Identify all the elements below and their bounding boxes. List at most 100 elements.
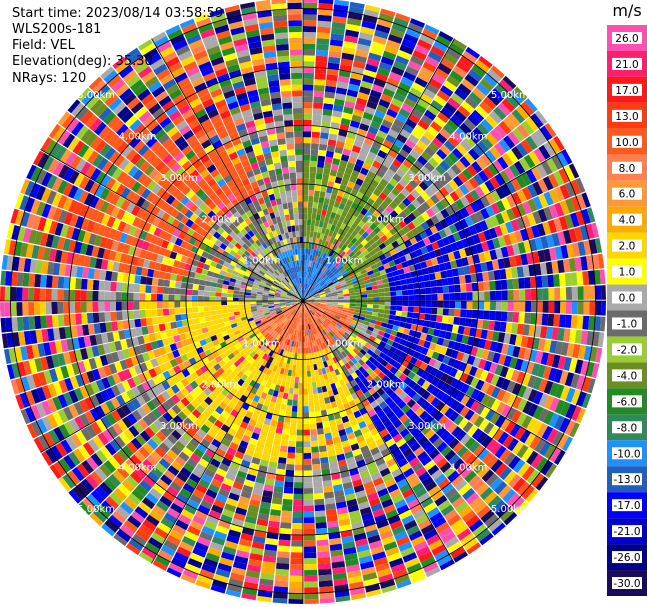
range-gate-cell — [278, 539, 291, 547]
range-gate-cell — [384, 251, 392, 259]
range-gate-cell — [340, 178, 349, 187]
range-gate-cell — [360, 207, 368, 216]
range-gate-cell — [162, 308, 170, 316]
range-gate-cell — [326, 223, 333, 230]
range-gate-cell — [339, 250, 346, 258]
range-gate-cell — [568, 257, 577, 272]
range-gate-cell — [319, 304, 326, 307]
range-gate-cell — [310, 280, 315, 286]
range-gate-cell — [295, 452, 303, 459]
range-gate-cell — [414, 359, 423, 368]
range-gate-cell — [542, 301, 549, 313]
range-gate-cell — [121, 292, 128, 301]
range-gate-cell — [337, 321, 344, 327]
range-gate-cell — [327, 281, 334, 287]
range-gate-cell — [351, 277, 358, 282]
range-gate-cell — [316, 285, 322, 290]
range-gate-cell — [307, 376, 312, 383]
range-gate-cell — [420, 166, 431, 177]
range-gate-cell — [357, 37, 372, 47]
range-gate-cell — [386, 39, 401, 50]
range-gate-cell — [521, 415, 533, 429]
range-gate-cell — [169, 314, 176, 323]
range-gate-cell — [332, 301, 339, 303]
range-gate-cell — [303, 254, 306, 261]
range-gate-cell — [420, 191, 430, 202]
range-gate-cell — [438, 263, 446, 272]
range-gate-cell — [324, 289, 331, 293]
range-gate-cell — [170, 273, 178, 281]
range-gate-cell — [427, 327, 435, 336]
range-gate-cell — [513, 289, 520, 301]
range-gate-cell — [576, 315, 584, 330]
range-gate-cell — [343, 246, 350, 253]
range-gate-cell — [316, 428, 325, 435]
range-gate-cell — [512, 346, 521, 358]
range-gate-cell — [74, 290, 81, 301]
range-gate-cell — [319, 245, 324, 252]
range-gate-cell — [378, 98, 391, 109]
range-gate-cell — [274, 480, 285, 488]
range-gate-cell — [200, 274, 207, 281]
range-gate-cell — [110, 281, 117, 292]
range-gate-cell — [489, 110, 503, 125]
range-gate-cell — [480, 118, 494, 132]
range-gate-cell — [326, 255, 332, 262]
range-gate-cell — [459, 317, 466, 326]
range-gate-cell — [378, 242, 387, 250]
range-gate-cell — [390, 265, 398, 272]
range-gate-cell — [309, 237, 313, 244]
range-gate-cell — [475, 198, 486, 210]
range-gate-cell — [450, 388, 461, 400]
range-gate-cell — [321, 273, 327, 280]
range-gate-cell — [374, 109, 386, 119]
range-gate-cell — [342, 173, 351, 181]
range-gate-cell — [471, 161, 483, 174]
range-gate-cell — [162, 301, 169, 309]
range-gate-cell — [170, 321, 178, 329]
range-gate-cell — [474, 368, 484, 379]
range-gate-cell — [291, 528, 303, 535]
range-gate-cell — [357, 333, 364, 339]
range-gate-cell — [546, 428, 559, 444]
range-gate-cell — [323, 286, 330, 291]
range-gate-cell — [303, 406, 309, 413]
range-gate-cell — [304, 558, 317, 565]
range-gate-cell — [417, 71, 431, 83]
range-gate-cell — [338, 257, 345, 264]
range-gate-cell — [389, 28, 405, 39]
range-gate-cell — [378, 301, 385, 305]
range-gate-cell — [412, 242, 421, 251]
range-gate-cell — [393, 138, 405, 149]
range-gate-cell — [337, 228, 344, 235]
range-gate-cell — [364, 211, 373, 219]
range-gate-cell — [357, 235, 365, 243]
range-gate-cell — [396, 301, 403, 306]
range-gate-cell — [327, 315, 334, 320]
range-gate-cell — [303, 447, 311, 454]
range-gate-cell — [516, 323, 525, 335]
range-gate-cell — [505, 322, 513, 334]
range-gate-cell — [346, 248, 353, 256]
range-gate-cell — [421, 28, 438, 40]
range-gate-cell — [342, 148, 352, 157]
range-gate-cell — [364, 175, 373, 185]
range-gate-cell — [419, 66, 434, 78]
range-gate-cell — [520, 360, 530, 373]
range-gate-cell — [339, 267, 346, 274]
range-gate-cell — [511, 382, 522, 396]
range-gate-cell — [366, 339, 374, 346]
range-gate-cell — [402, 207, 412, 216]
range-gate-cell — [284, 475, 294, 483]
range-gate-cell — [406, 154, 417, 165]
range-gate-cell — [482, 271, 490, 282]
range-gate-cell — [398, 178, 409, 188]
range-gate-cell — [331, 320, 338, 325]
range-gate-cell — [446, 47, 462, 60]
range-gate-cell — [398, 108, 411, 119]
range-gate-cell — [308, 297, 315, 300]
range-gate-cell — [304, 540, 316, 547]
range-gate-cell — [495, 342, 504, 354]
range-gate-cell — [437, 111, 450, 124]
range-gate-cell — [347, 313, 354, 318]
